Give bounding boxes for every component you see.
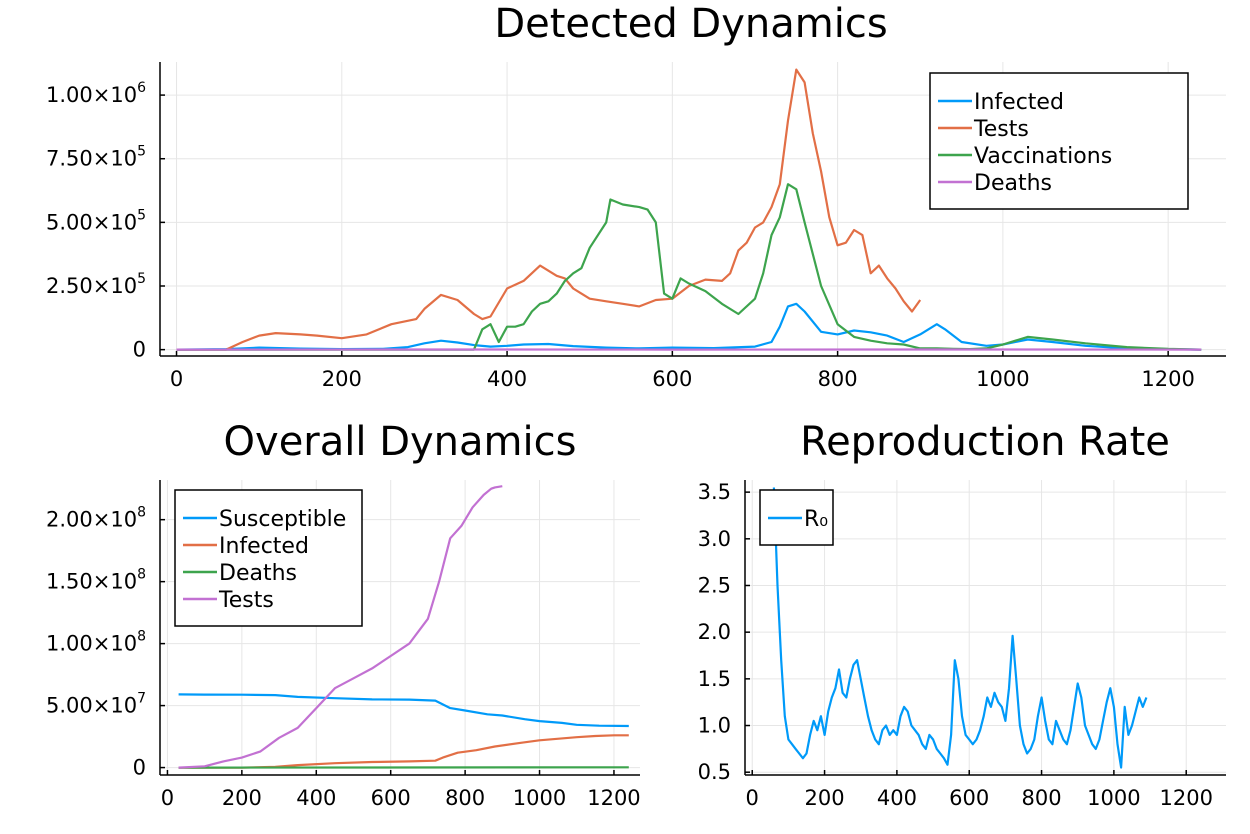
series-line-infected (176, 302, 1202, 351)
chart-title: Reproduction Rate (800, 419, 1170, 465)
series-line-tests (178, 485, 503, 769)
y-tick-label-exponent: 8 (137, 567, 146, 583)
x-tick-label: 800 (818, 367, 858, 391)
y-tick-label-exponent: 8 (137, 629, 146, 645)
legend-box (929, 72, 1189, 210)
series-line-susceptible (178, 693, 629, 728)
y-tick-label: 2.0 (698, 620, 731, 644)
x-tick-label: 200 (805, 786, 845, 810)
y-tick-label-base: 0.5 (698, 760, 731, 784)
legend: R₀ (759, 489, 834, 546)
series-line-infected (178, 734, 629, 769)
y-tick-label-base: 3.5 (698, 480, 731, 504)
y-tick-label-base: 2.50×10 (46, 274, 137, 298)
legend-label: Tests (218, 588, 274, 613)
x-tick-label: 600 (371, 786, 411, 810)
y-tick-label: 3.5 (698, 480, 731, 504)
legend-box (174, 489, 363, 627)
y-tick-label: 1.50×108 (46, 567, 146, 594)
y-tick-label-base: 7.50×10 (46, 147, 137, 171)
chart-title: Overall Dynamics (224, 419, 577, 465)
y-tick-label-exponent: 7 (137, 691, 146, 707)
chart-title: Detected Dynamics (494, 1, 887, 47)
legend-label: Deaths (219, 561, 297, 586)
y-tick-label-base: 2.5 (698, 573, 731, 597)
y-tick-label-base: 5.00×10 (46, 210, 137, 234)
legend-label: Susceptible (219, 507, 346, 532)
x-tick-label: 1200 (1141, 367, 1194, 391)
y-tick-label-base: 5.00×10 (46, 694, 137, 718)
chart-1: Overall Dynamics 0 200 400 600 800 1000 1200 0 5.… (46, 419, 641, 810)
y-tick-label: 0.5 (698, 760, 731, 784)
x-tick-label: 400 (487, 367, 527, 391)
y-tick-label: 1.00×106 (46, 80, 146, 107)
chart-2: Reproduction Rate 0 200 400 600 800 1000 1200 0.… (698, 419, 1226, 810)
series-line-r₀ (772, 487, 1148, 769)
legend-label: Infected (219, 534, 309, 559)
x-tick-label: 1200 (1159, 786, 1212, 810)
y-tick-label: 0 (133, 756, 146, 780)
y-tick-label: 0 (133, 338, 146, 362)
y-tick-label: 1.5 (698, 667, 731, 691)
legend-label: Tests (973, 117, 1029, 142)
x-tick-label: 400 (877, 786, 917, 810)
x-tick-label: 1200 (587, 786, 640, 810)
y-tick-label-base: 0 (133, 756, 146, 780)
y-tick-label-exponent: 5 (137, 144, 146, 160)
y-tick-label-base: 1.0 (698, 714, 731, 738)
y-tick-label: 2.50×105 (46, 271, 146, 298)
x-tick-label: 600 (652, 367, 692, 391)
x-tick-label: 800 (445, 786, 485, 810)
x-tick-label: 400 (296, 786, 336, 810)
x-tick-label: 200 (222, 786, 262, 810)
legend-label: Infected (974, 90, 1064, 115)
y-tick-label-exponent: 6 (137, 80, 146, 96)
x-tick-label: 200 (322, 367, 362, 391)
y-tick-label: 7.50×105 (46, 144, 146, 171)
x-tick-label: 600 (949, 786, 989, 810)
y-tick-label: 3.0 (698, 527, 731, 551)
x-tick-label: 1000 (976, 367, 1029, 391)
legend-label: R₀ (804, 507, 828, 532)
x-tick-label: 0 (161, 786, 174, 810)
y-tick-label-base: 1.00×10 (46, 83, 137, 107)
x-tick-label: 1000 (513, 786, 566, 810)
y-tick-label-base: 3.0 (698, 527, 731, 551)
chart-0: Detected Dynamics 0 200 400 600 800 1000 1200 0 2… (46, 1, 1226, 391)
y-tick-label: 5.00×105 (46, 207, 146, 234)
y-tick-label: 1.0 (698, 714, 731, 738)
y-tick-label-exponent: 5 (137, 271, 146, 287)
y-tick-label-exponent: 5 (137, 207, 146, 223)
y-tick-label: 5.00×107 (46, 691, 146, 718)
x-tick-label: 800 (1022, 786, 1062, 810)
y-tick-label-base: 2.00×10 (46, 508, 137, 532)
y-tick-label: 1.00×108 (46, 629, 146, 656)
y-tick-label-base: 0 (133, 338, 146, 362)
legend-label: Deaths (974, 171, 1052, 196)
y-tick-label-exponent: 8 (137, 505, 146, 521)
x-tick-label: 0 (746, 786, 759, 810)
y-tick-label: 2.5 (698, 573, 731, 597)
series-line-tests (176, 68, 922, 351)
y-tick-label-base: 1.50×10 (46, 570, 137, 594)
y-tick-label-base: 2.0 (698, 620, 731, 644)
y-tick-label: 2.00×108 (46, 505, 146, 532)
y-tick-label-base: 1.5 (698, 667, 731, 691)
legend-label: Vaccinations (974, 144, 1112, 169)
x-tick-label: 0 (170, 367, 183, 391)
y-tick-label-base: 1.00×10 (46, 632, 137, 656)
x-tick-label: 1000 (1087, 786, 1140, 810)
